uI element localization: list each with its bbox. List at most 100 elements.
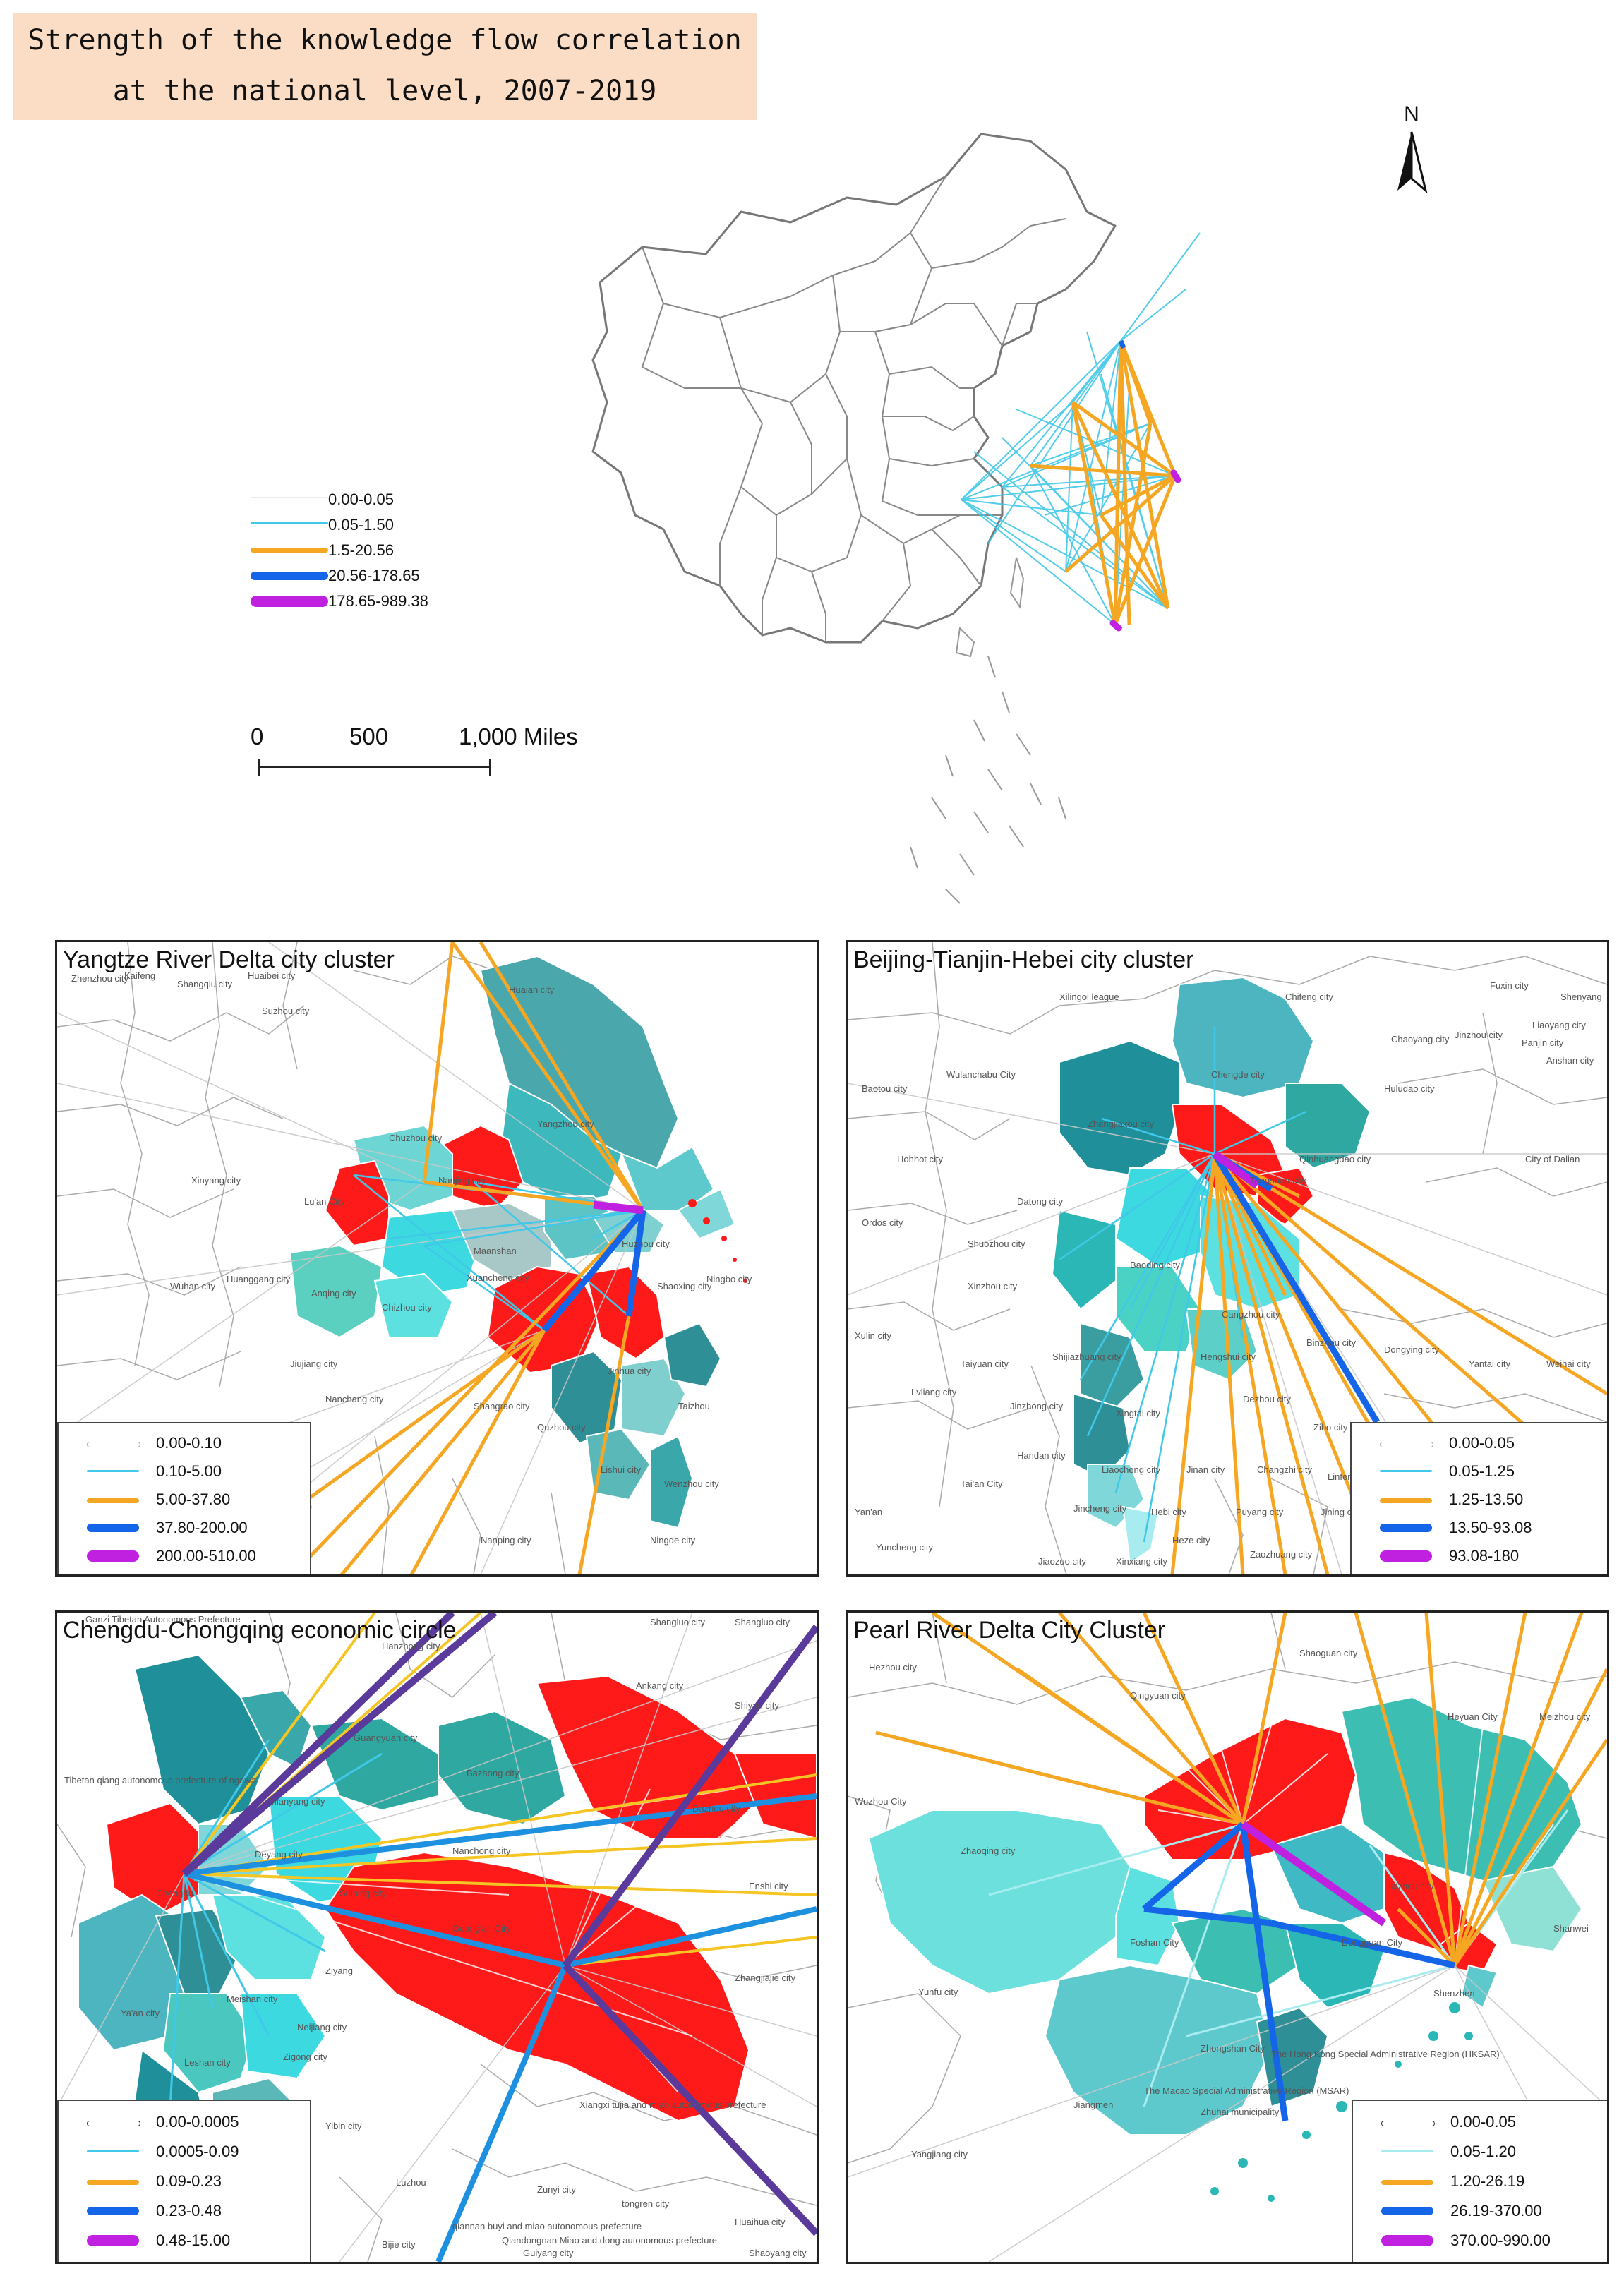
city-label: Hanzhong city	[382, 1641, 440, 1651]
flow-lines-blue	[1142, 1821, 1456, 2121]
yangtze-map	[57, 942, 747, 1574]
city-label: Shangrao city	[474, 1401, 530, 1411]
city-label: Hebi city	[1151, 1507, 1186, 1517]
city-label: Tangshan city	[1250, 1175, 1306, 1186]
city-label: Guangyuan city	[354, 1733, 418, 1743]
flow-lines-purple	[593, 1200, 644, 1215]
flow-lines-purple	[1240, 1821, 1387, 1927]
legend-swatch	[87, 2121, 140, 2126]
legend-item: 0.00-0.10	[59, 1429, 310, 1457]
city-label: Yunfu city	[918, 1987, 958, 1997]
pearl-river-map	[848, 1613, 1607, 2262]
city-label: Jiaozuo city	[1038, 1556, 1086, 1567]
city-label: Qinhuangdao city	[1299, 1154, 1371, 1164]
city-label: Foshan City	[1130, 1937, 1179, 1948]
legend-item: 0.00-0.0005	[59, 2108, 310, 2136]
city-label: Jiangmen	[1073, 2100, 1114, 2110]
city-label: Lvliang city	[911, 1387, 957, 1397]
city-label: Nanping city	[481, 1535, 531, 1546]
legend-label: 200.00-510.00	[156, 1547, 256, 1565]
flow-lines-strongest	[1109, 469, 1181, 632]
flow-lines-medium	[1030, 340, 1177, 625]
city-label: Anshan city	[1546, 1055, 1594, 1066]
flow-lines-cyan	[1059, 1027, 1307, 1543]
legend-label: 0.00-0.05	[1450, 2113, 1516, 2131]
legend-label: 0.00-0.05	[328, 490, 394, 508]
city-label: Taizhou	[678, 1401, 710, 1411]
legend-item: 0.48-15.00	[59, 2227, 310, 2255]
city-label: Zhangjiakou city	[1088, 1119, 1154, 1129]
panel-legend: 0.00-0.05 0.05-1.25 1.25-13.50 13.50-93.…	[1350, 1422, 1607, 1574]
city-label: Weihai city	[1546, 1359, 1591, 1369]
city-label: Ningbo city	[706, 1274, 752, 1284]
city-label: Kaifeng	[124, 970, 156, 981]
legend-item: 1.5-20.56	[251, 538, 476, 563]
panel-title: Pearl River Delta City Cluster	[853, 1617, 1166, 1644]
city-label: Wuzhou City	[855, 1796, 907, 1807]
flow-lines-orange	[875, 1613, 1607, 1967]
flow-lines-blue	[184, 1793, 817, 2262]
city-label: Deyang city	[255, 1849, 303, 1860]
city-label: Neijiang city	[297, 2022, 347, 2032]
legend-label: 0.05-1.25	[1449, 1462, 1515, 1480]
panel-legend: 0.00-0.05 0.05-1.20 1.20-26.19 26.19-370…	[1352, 2100, 1607, 2262]
legend-item: 0.09-0.23	[59, 2167, 310, 2195]
legend-item: 0.00-0.05	[1352, 1429, 1607, 1457]
city-label: Baoding city	[1130, 1260, 1180, 1270]
city-label: tongren city	[622, 2198, 670, 2209]
flow-lines-purple	[181, 1613, 817, 2236]
city-label: Huaihua city	[735, 2217, 786, 2227]
coastal-islands	[1210, 2002, 1473, 2202]
coastal-islands	[688, 1199, 747, 1283]
legend-item: 178.65-989.38	[251, 589, 476, 614]
panel-title: Yangtze River Delta city cluster	[63, 946, 395, 973]
city-label: Zhaoqing city	[961, 1845, 1016, 1856]
city-label: Chengdu	[156, 1888, 193, 1898]
city-label: Binzhou city	[1306, 1337, 1357, 1348]
city-label: Wenzhou city	[664, 1478, 719, 1489]
city-label: Hohhot city	[897, 1154, 944, 1164]
legend-label: 0.10-5.00	[156, 1462, 222, 1480]
city-label: Anqing city	[311, 1288, 356, 1299]
legend-item: 370.00-990.00	[1353, 2227, 1607, 2255]
city-label: Shaoyang city	[749, 2248, 807, 2258]
city-label: Jinhua city	[608, 1366, 651, 1376]
city-label: Meizhou city	[1539, 1711, 1591, 1722]
chengdu-chongqing-map	[57, 1613, 817, 2262]
city-label: Xingtai city	[1116, 1408, 1160, 1418]
legend-item: 1.20-26.19	[1353, 2167, 1607, 2195]
city-label: Suining city	[339, 1888, 387, 1898]
legend-label: 5.00-37.80	[156, 1490, 231, 1508]
legend-swatch	[1380, 1550, 1432, 1562]
city-label: Bijie city	[382, 2239, 416, 2250]
city-label: Luzhou	[396, 2177, 426, 2188]
panel-legend: 0.00-0.0005 0.0005-0.09 0.09-0.23 0.23-0…	[57, 2100, 311, 2262]
legend-swatch	[87, 1524, 139, 1532]
legend-item: 20.56-178.65	[251, 563, 476, 589]
city-label: Heze city	[1172, 1535, 1210, 1546]
city-label: Cangzhou city	[1222, 1309, 1280, 1320]
city-label: Yan'an	[855, 1507, 883, 1517]
panel-legend: 0.00-0.10 0.10-5.00 5.00-37.80 37.80-200…	[57, 1422, 311, 1574]
city-label: Tibetan qiang autonomous prefecture of n…	[64, 1775, 256, 1785]
city-label: Dezhou city	[1243, 1394, 1291, 1404]
city-label: Jincheng city	[1073, 1503, 1127, 1514]
city-label: Heyuan City	[1448, 1711, 1498, 1722]
legend-swatch	[87, 2180, 139, 2185]
city-label: Zaozhuang city	[1250, 1549, 1313, 1560]
legend-item: 0.05-1.25	[1352, 1457, 1607, 1486]
city-label: Nanchang city	[325, 1394, 384, 1404]
legend-swatch	[87, 2235, 139, 2246]
legend-label: 1.20-26.19	[1450, 2172, 1525, 2190]
scale-label-1000: 1,000 Miles	[459, 723, 578, 749]
city-label: Xilingol league	[1059, 992, 1119, 1002]
city-label: The Macao Special Administrative Region …	[1144, 2085, 1349, 2096]
legend-item: 1.25-13.50	[1352, 1486, 1607, 1514]
scale-bar: 0 500 1,000 Miles	[251, 723, 578, 780]
city-label: Yantai city	[1469, 1359, 1511, 1369]
legend-swatch	[87, 1498, 139, 1503]
city-label: Baotou city	[862, 1083, 908, 1094]
national-map	[591, 133, 1201, 904]
city-label: Shangluo city	[650, 1617, 706, 1627]
panel-title: Beijing-Tianjin-Hebei city cluster	[853, 946, 1194, 973]
